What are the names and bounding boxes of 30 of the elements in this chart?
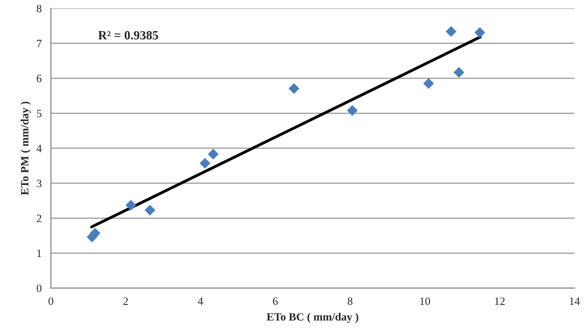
y-tick-label: 7 bbox=[37, 40, 42, 48]
point bbox=[208, 148, 219, 160]
x-tick-label: 2 bbox=[123, 297, 128, 305]
x-tick-label: 6 bbox=[272, 297, 278, 305]
x-tick-label: 8 bbox=[348, 297, 352, 305]
y-tick-label: 8 bbox=[36, 4, 42, 12]
point bbox=[346, 105, 358, 116]
point bbox=[200, 158, 210, 169]
point bbox=[454, 66, 464, 78]
x-tick-label: 4 bbox=[198, 298, 204, 305]
y-tick-label: 6 bbox=[36, 74, 42, 82]
point bbox=[144, 204, 156, 216]
x-tick-label: 0 bbox=[48, 297, 54, 305]
y-tick-label: 4 bbox=[36, 144, 42, 152]
x-tick-label: 10 bbox=[420, 297, 430, 305]
point bbox=[126, 200, 136, 211]
x-tick-label: 14 bbox=[570, 298, 580, 305]
y-tick-label: 1 bbox=[37, 250, 42, 257]
x-tick-label: 12 bbox=[495, 297, 505, 305]
y-tick-label: 5 bbox=[36, 110, 42, 118]
x-axis-title: ETo BC ( mm/day ) bbox=[266, 312, 358, 323]
point bbox=[288, 83, 300, 94]
point bbox=[423, 78, 434, 89]
y-tick-label: 3 bbox=[36, 180, 42, 188]
y-tick-label: 2 bbox=[36, 214, 42, 222]
y-tick-label: 0 bbox=[36, 284, 42, 292]
y-axis-title: ETo PM ( mm/day ) bbox=[20, 102, 31, 196]
point bbox=[474, 27, 486, 38]
annotation: R² = 0.9385 bbox=[98, 31, 158, 40]
point bbox=[446, 26, 456, 37]
